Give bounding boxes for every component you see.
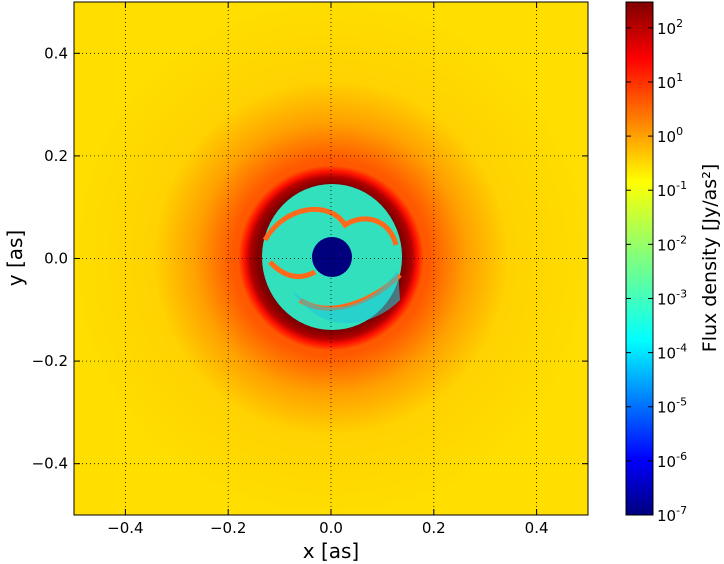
heatmap-inner-arm-upper xyxy=(262,207,399,246)
colorbar-tick-label: 10-7 xyxy=(657,504,687,525)
y-tick-label: 0.0 xyxy=(44,250,68,268)
y-tick-label: 0.2 xyxy=(44,147,68,165)
grid-lines xyxy=(74,2,588,515)
colorbar-tick-label: 10-5 xyxy=(657,396,687,417)
axis-ticks: −0.4 −0.2 0.0 0.2 0.4 −0.4 −0.2 0.0 0.2 0.4 xyxy=(32,2,588,537)
x-tick-label: 0.4 xyxy=(525,519,549,537)
colorbar-tick-label: 100 xyxy=(657,125,683,146)
y-tick-label: 0.4 xyxy=(44,44,68,62)
colorbar-ticks: 10-7 10-6 10-5 10-4 10-3 10-2 10-1 100 101 102 xyxy=(626,17,687,525)
colorbar xyxy=(625,1,654,516)
heatmap-cavity-shade xyxy=(292,270,400,324)
colorbar-label: Flux density [Jy/as²] xyxy=(699,164,721,352)
x-tick-label: −0.2 xyxy=(210,519,246,537)
colorbar-tick-label: 10-3 xyxy=(657,287,687,308)
y-axis-label: y [as] xyxy=(3,230,27,286)
x-tick-label: 0.0 xyxy=(319,519,343,537)
y-tick-label: −0.4 xyxy=(32,455,68,473)
colorbar-tick-label: 10-6 xyxy=(657,450,687,471)
colorbar-tick-label: 102 xyxy=(657,17,683,38)
heatmap-central-disk xyxy=(312,237,352,277)
x-axis-label: x [as] xyxy=(303,539,359,563)
x-tick-label: 0.2 xyxy=(422,519,446,537)
colorbar-tick-label: 10-2 xyxy=(657,233,687,254)
colorbar-tick-label: 10-4 xyxy=(657,342,687,363)
x-tick-label: −0.4 xyxy=(107,519,143,537)
y-tick-label: −0.2 xyxy=(32,352,68,370)
colorbar-tick-label: 101 xyxy=(657,71,683,92)
colorbar-tick-label: 10-1 xyxy=(657,179,687,200)
